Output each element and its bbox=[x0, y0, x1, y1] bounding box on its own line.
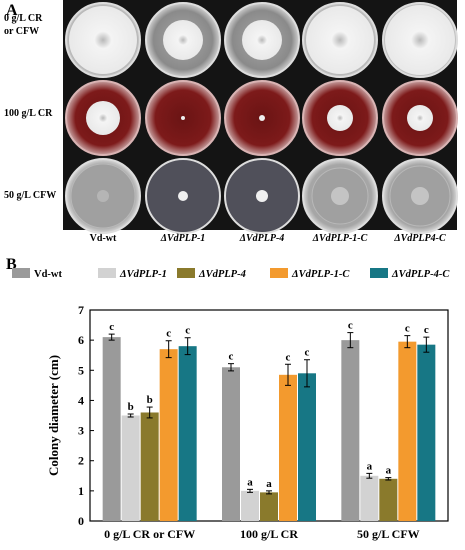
bar bbox=[241, 490, 259, 521]
row-label: 50 g/L CFW bbox=[4, 190, 56, 201]
significance-label: c bbox=[185, 325, 190, 337]
plate-photo-panel: 0 g/L CR or CFW 100 g/L CR 50 g/L CFW Vd-wt Δ… bbox=[0, 0, 465, 242]
bar bbox=[159, 349, 178, 521]
petri-dish bbox=[145, 2, 221, 78]
bar bbox=[140, 412, 159, 521]
legend-item: Vd-wt bbox=[12, 268, 63, 280]
y-tick-label: 3 bbox=[78, 424, 84, 438]
legend-label: ΔVdPLP-4-C bbox=[391, 269, 450, 280]
colony-diameter-chart: Vd-wt ΔVdPLP-1 ΔVdPLP-4 ΔVdPLP-1-C ΔVdPLP-4-… bbox=[12, 268, 450, 541]
significance-label: c bbox=[305, 347, 310, 359]
panel-b-letter: B bbox=[6, 256, 17, 273]
row-label: or CFW bbox=[4, 26, 39, 37]
row-label: 100 g/L CR bbox=[4, 108, 53, 119]
significance-label: b bbox=[147, 394, 153, 406]
bar bbox=[398, 341, 417, 521]
bar bbox=[121, 415, 140, 521]
significance-label: c bbox=[348, 320, 353, 332]
y-tick-label: 6 bbox=[78, 333, 84, 347]
petri-dish bbox=[224, 2, 300, 78]
significance-label: a bbox=[386, 465, 392, 477]
bar bbox=[102, 337, 121, 521]
y-tick-label: 5 bbox=[78, 363, 84, 377]
legend-swatch bbox=[98, 268, 116, 278]
y-tick-label: 1 bbox=[78, 484, 84, 498]
petri-dish bbox=[65, 2, 141, 78]
legend-item: ΔVdPLP-1-C bbox=[270, 268, 350, 280]
bar bbox=[298, 373, 316, 521]
row-label: 0 g/L CR bbox=[4, 13, 43, 24]
petri-dish bbox=[224, 158, 300, 234]
x-tick-label: 50 g/L CFW bbox=[357, 527, 420, 541]
legend-swatch bbox=[270, 268, 288, 278]
significance-label: b bbox=[128, 401, 134, 413]
significance-label: a bbox=[266, 478, 272, 490]
significance-label: c bbox=[166, 328, 171, 340]
significance-label: c bbox=[405, 323, 410, 335]
petri-dish bbox=[145, 158, 221, 234]
legend-item: ΔVdPLP-1 bbox=[98, 268, 167, 280]
panel-a-letter: A bbox=[6, 2, 18, 19]
column-label: ΔVdPLP-1-C bbox=[312, 233, 368, 242]
bar bbox=[360, 475, 379, 521]
petri-dish bbox=[224, 80, 300, 156]
legend-label: Vd-wt bbox=[34, 269, 63, 280]
petri-dish bbox=[145, 80, 221, 156]
chart-legend: Vd-wt ΔVdPLP-1 ΔVdPLP-4 ΔVdPLP-1-C ΔVdPLP-4-… bbox=[12, 268, 450, 280]
column-label: ΔVdPLP-1 bbox=[160, 233, 206, 242]
legend-item: ΔVdPLP-4 bbox=[177, 268, 246, 280]
petri-dish bbox=[382, 158, 458, 234]
column-label: ΔVdPLP4-C bbox=[393, 233, 446, 242]
bar bbox=[260, 492, 278, 521]
x-tick-label: 100 g/L CR bbox=[240, 527, 298, 541]
significance-label: a bbox=[367, 460, 373, 472]
bar bbox=[341, 340, 360, 521]
petri-dish bbox=[302, 80, 378, 156]
y-axis-label: Colony diameter (cm) bbox=[46, 355, 61, 476]
significance-label: c bbox=[109, 321, 114, 333]
significance-label: c bbox=[286, 351, 291, 363]
x-tick-label: 0 g/L CR or CFW bbox=[104, 527, 195, 541]
bar bbox=[379, 478, 398, 521]
petri-dish bbox=[302, 2, 378, 78]
bar bbox=[417, 344, 436, 521]
petri-dish bbox=[382, 80, 458, 156]
petri-dish bbox=[65, 80, 141, 156]
column-label: ΔVdPLP-4 bbox=[239, 233, 285, 242]
petri-dish bbox=[382, 2, 458, 78]
bar bbox=[279, 374, 297, 521]
column-label: Vd-wt bbox=[90, 233, 117, 242]
legend-swatch bbox=[370, 268, 388, 278]
y-tick-label: 2 bbox=[78, 454, 84, 468]
plot-area: 0 1 2 3 4 5 6 7 Colony diameter (cm) 0 g/L CR or … bbox=[46, 303, 449, 541]
legend-swatch bbox=[177, 268, 195, 278]
y-tick-label: 7 bbox=[78, 303, 84, 317]
y-tick-label: 0 bbox=[78, 514, 84, 528]
bar bbox=[222, 367, 240, 521]
legend-item: ΔVdPLP-4-C bbox=[370, 268, 450, 280]
significance-label: a bbox=[247, 476, 253, 488]
legend-swatch bbox=[12, 268, 30, 278]
legend-label: ΔVdPLP-4 bbox=[198, 269, 246, 280]
legend-label: ΔVdPLP-1 bbox=[119, 269, 167, 280]
bar bbox=[178, 346, 197, 521]
significance-label: c bbox=[229, 351, 234, 363]
significance-label: c bbox=[424, 324, 429, 336]
legend-label: ΔVdPLP-1-C bbox=[291, 269, 350, 280]
petri-dish bbox=[65, 158, 141, 234]
petri-dish bbox=[302, 158, 378, 234]
y-tick-label: 4 bbox=[78, 393, 84, 407]
